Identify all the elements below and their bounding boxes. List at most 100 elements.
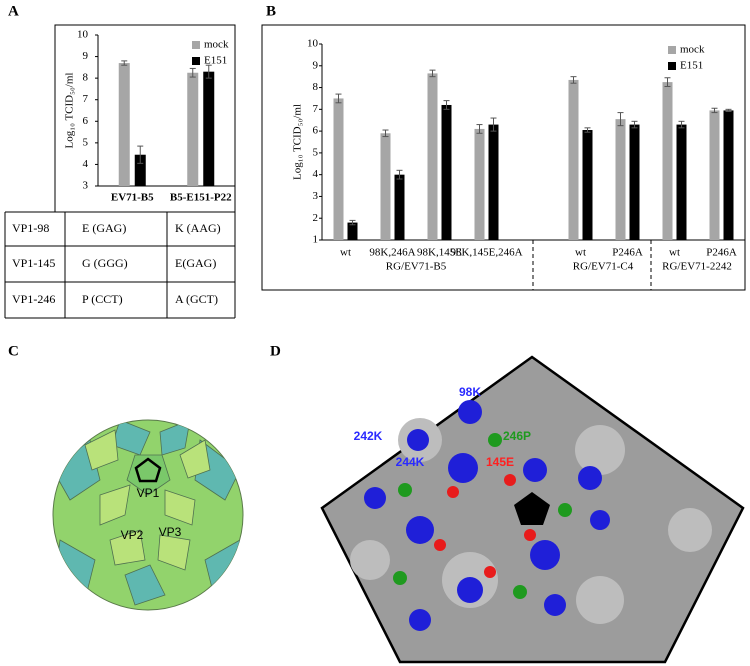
error-bar (396, 169, 403, 180)
y-tick-label: 6 (83, 115, 89, 127)
capsid-label: VP2 (121, 528, 144, 542)
bar (441, 104, 452, 240)
error-bar (349, 219, 356, 226)
x-tick-label: P246A (706, 247, 737, 259)
y-tick-label: 9 (83, 50, 89, 62)
structure-label: 145E (486, 455, 514, 469)
table-cell: VP1-145 (12, 256, 55, 270)
y-tick-label: 3 (313, 190, 319, 202)
error-bar (664, 77, 671, 87)
error-bar (617, 112, 624, 127)
error-bar (584, 127, 591, 133)
legend-swatch (668, 46, 676, 54)
pentamer-structure (320, 355, 745, 664)
legend-swatch (668, 62, 676, 70)
error-bar (382, 129, 389, 138)
y-tick-label: 9 (313, 59, 319, 71)
bar (394, 174, 405, 240)
bar (568, 79, 579, 240)
x-tick-label: 98K,145E,246A (450, 247, 522, 259)
capsid-label: VP1 (137, 486, 160, 500)
error-bar (476, 124, 483, 134)
x-tick-label: 98K,145E (417, 247, 462, 259)
mutation-table: VP1-98 E (GAG) K (AAG) VP1-145 G (GGG) E… (4, 211, 236, 319)
y-tick-label: 4 (313, 168, 319, 180)
bar (488, 124, 499, 240)
y-tick-label: 3 (83, 180, 89, 192)
error-bar (335, 93, 342, 104)
y-tick-label: 1 (313, 234, 319, 246)
table-cell: P (CCT) (82, 292, 123, 306)
legend-swatch (192, 57, 200, 65)
panel-label: D (270, 343, 281, 359)
bar (427, 73, 438, 241)
y-axis-label: Log₁₀ TCID₅₀/ml (292, 104, 304, 180)
structure-label: 98K (459, 385, 481, 399)
y-tick-label: 7 (313, 103, 319, 115)
table-cell: E (GAG) (82, 221, 126, 235)
y-tick-label: 2 (313, 212, 319, 224)
y-tick-label: 7 (83, 93, 89, 105)
capsid-label: VP3 (159, 525, 182, 539)
error-bar (725, 108, 732, 113)
bar (676, 124, 687, 240)
legend-label: E151 (680, 60, 703, 72)
bar (118, 63, 130, 186)
bar (474, 128, 485, 240)
bar (333, 98, 344, 240)
structure-label: 242K (354, 429, 383, 443)
bar (629, 124, 640, 240)
capsid-model: VP1 VP2 VP3 (52, 419, 244, 611)
y-axis-label: Log₁₀ TCID₅₀/ml (64, 73, 76, 149)
group-label: RG/EV71-2242 (662, 261, 732, 273)
table-cell: A (GCT) (175, 292, 218, 306)
bar (662, 82, 673, 240)
panel-label: C (8, 343, 19, 359)
x-tick-label: EV71-B5 (111, 192, 154, 204)
panel-label: A (8, 3, 19, 19)
y-tick-label: 5 (313, 146, 319, 158)
y-tick-label: 5 (83, 136, 89, 148)
bar (187, 72, 199, 186)
table-cell: K (AAG) (175, 221, 221, 235)
y-tick-label: 8 (313, 81, 319, 93)
error-bar (189, 67, 196, 78)
legend-label: E151 (204, 55, 227, 67)
x-tick-label: wt (575, 247, 586, 259)
x-tick-label: B5-E151-P22 (170, 192, 232, 204)
error-bar (711, 107, 718, 114)
bar (347, 222, 358, 240)
error-bar (121, 60, 128, 66)
table-cell: VP1-98 (12, 221, 49, 235)
group-label: RG/EV71-B5 (386, 261, 447, 273)
structure-label: 244K (396, 455, 425, 469)
panel-label: B (266, 3, 276, 19)
error-bar (205, 64, 212, 79)
error-bar (631, 120, 638, 129)
bar (380, 133, 391, 240)
bar (134, 154, 146, 186)
table-cell: VP1-246 (12, 292, 55, 306)
legend-swatch (192, 41, 200, 49)
table-cell: E(GAG) (175, 256, 216, 270)
y-tick-label: 8 (83, 72, 89, 84)
x-tick-label: wt (340, 247, 351, 259)
bar (615, 119, 626, 240)
x-tick-label: wt (669, 247, 680, 259)
x-tick-label: 98K,246A (369, 247, 415, 259)
error-bar (570, 76, 577, 84)
error-bar (443, 100, 450, 110)
table-cell: G (GGG) (82, 256, 128, 270)
group-label: RG/EV71-C4 (573, 261, 634, 273)
bar (582, 130, 593, 240)
bar (203, 71, 215, 186)
chart-frame (261, 24, 746, 291)
y-tick-label: 10 (77, 29, 89, 41)
error-bar (678, 120, 685, 129)
error-bar (429, 69, 436, 78)
y-tick-label: 6 (313, 125, 319, 137)
bar (723, 110, 734, 240)
bar (709, 110, 720, 240)
y-tick-label: 10 (307, 38, 319, 50)
